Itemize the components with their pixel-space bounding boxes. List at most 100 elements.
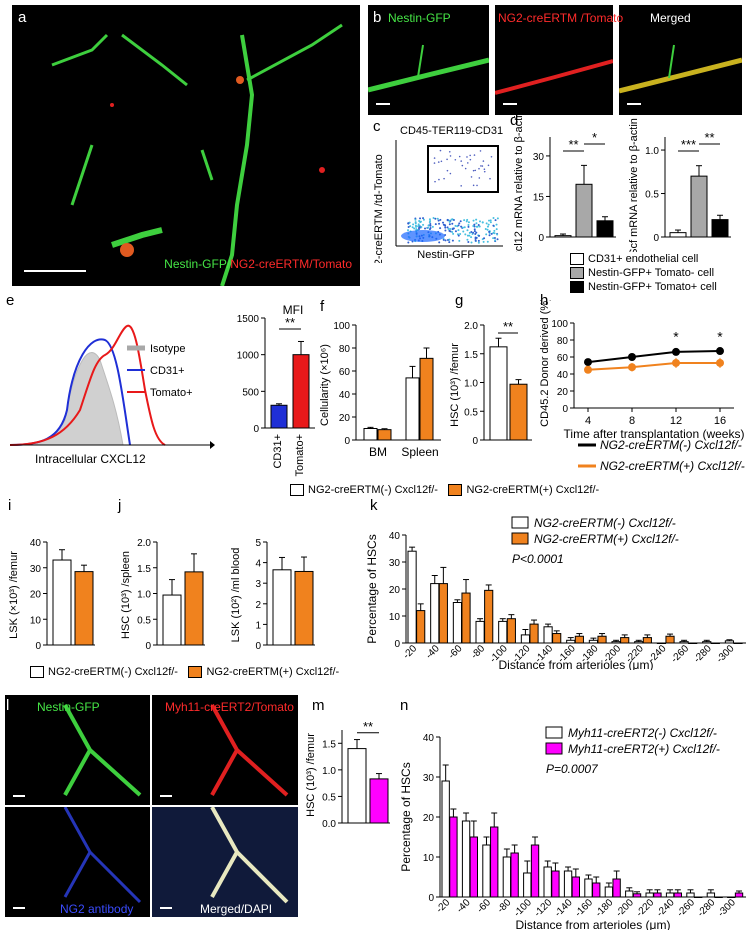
panel-m-bar [369, 778, 389, 824]
svg-n-bar [469, 836, 478, 898]
panel-c-ylabel: NG2-creERTM /td-Tomato [373, 154, 385, 263]
panel-c-dot [452, 232, 455, 235]
svg-j1-bar [162, 594, 182, 646]
svg-n-bar [461, 820, 471, 898]
panel-c-dot [482, 240, 485, 243]
svg-k-xtick: -80 [469, 643, 487, 661]
panel-f-ytick-label: 100 [333, 321, 350, 332]
panel-e-mfi-ytick-label: 1500 [237, 314, 260, 325]
panel-c-dot [470, 241, 473, 244]
svg-n-bar [694, 896, 703, 898]
svg-k-bar [620, 637, 630, 644]
panel-c-dot [444, 229, 447, 232]
panel-c-dot [473, 223, 476, 226]
panel-c-dot [468, 234, 471, 237]
panel-d-legend-3: Nestin-GFP+ Tomato+ cell [588, 281, 717, 293]
svg-n-xtick: -140 [553, 897, 575, 919]
panel-c-dot [451, 231, 454, 234]
svg-n-bar [734, 892, 744, 898]
panel-c-dot [446, 169, 449, 172]
panel-c-dot [428, 221, 431, 224]
panel-d1-ytick-label: 30 [533, 152, 545, 163]
panel-c-dot [451, 222, 454, 225]
panel-c-dot [473, 154, 476, 156]
svg-n-bar [584, 878, 593, 898]
panel-c-dot [472, 231, 475, 234]
panel-c-dot [439, 227, 442, 230]
panel-c-dot [492, 237, 495, 240]
panel-c-dot [449, 230, 452, 233]
svg-k-bar [588, 639, 598, 644]
panel-e-mfi-bar [292, 354, 310, 429]
svg-n-xtick: -280 [696, 897, 718, 919]
svg-k-bar [498, 620, 508, 644]
svg-k-legend-swatch [511, 532, 529, 545]
panel-h-point [672, 347, 680, 356]
svg-n-xtick: -260 [675, 897, 697, 919]
panel-c-dot [478, 220, 481, 223]
panel-c-dot [482, 160, 485, 162]
svg-k-bar [506, 618, 516, 644]
panel-fg-legend: NG2-creERTM(-) Cxcl12f/- NG2-creERTM(+) … [290, 480, 599, 498]
panel-f-ytick-label: 0 [344, 436, 350, 447]
panel-d2-ytick-label: 0.5 [645, 190, 659, 201]
panel-d1-bar [575, 183, 593, 238]
svg-i-bar [52, 559, 72, 646]
panel-ij-legend: NG2-creERTM(-) Cxcl12f/- NG2-creERTM(+) … [30, 662, 339, 680]
panel-c-dot [472, 219, 475, 222]
panel-c-dot [444, 239, 447, 242]
panel-h-ytick-label: 100 [551, 319, 568, 330]
panel-d1-ylabel: Cxcl12 mRNA relative to β-actin [513, 112, 525, 252]
panel-k-chart: Percentage of HSCs 0 10 20 30 40 -20 -40 -60 -80 -… [365, 516, 746, 670]
svg-i-bar [74, 571, 94, 646]
panel-b-title-3: Merged [650, 11, 691, 25]
panel-label-h: h [540, 292, 549, 309]
panel-d2-sig-label: *** [681, 137, 696, 152]
panel-c-dot [448, 241, 451, 244]
panel-e-mfi-chart: MFI 0 500 1000 1500 CD31+ Tomato+ ** [237, 303, 315, 477]
svg-k-bar [642, 637, 652, 644]
svg-i-ytick-label: 40 [30, 538, 42, 549]
panel-c-dot [448, 238, 451, 241]
panel-f-bar [377, 429, 392, 441]
svg-k-bar [438, 583, 448, 644]
panel-c-dot [495, 228, 498, 231]
panel-c-dot [467, 224, 470, 227]
panel-c-dot [473, 228, 476, 231]
svg-n-bar [612, 878, 621, 898]
panel-l-title-4: Merged/DAPI [200, 902, 273, 916]
panel-c-dot [437, 219, 440, 222]
panel-c-dot [438, 241, 441, 244]
svg-n-bar [551, 870, 560, 898]
svg-k-ytick-label: 40 [389, 531, 401, 542]
panel-d-legend: CD31+ endothelial cell Nestin-GFP+ Tomat… [570, 252, 717, 294]
svg-k-ytick-label: 20 [389, 585, 401, 596]
svg-k-bar [724, 640, 734, 644]
svg-j1-ytick-label: 0.5 [137, 615, 151, 626]
panel-c-dot [431, 225, 434, 228]
panel-c-dot [479, 150, 482, 152]
panel-c-dot [475, 222, 478, 225]
panel-a-caption: Nestin-GFP/NG2-creERTM/Tomato [164, 257, 352, 271]
panel-c-dot [454, 158, 457, 161]
panel-f-chart: Cellularity (×10⁶) 0 20 40 60 80 100 BM Spleen [319, 321, 441, 459]
panel-label-a: a [18, 9, 27, 26]
svg-k-ytick-label: 10 [389, 612, 401, 623]
panel-c-dot [443, 177, 445, 180]
panel-c-dot [409, 225, 412, 228]
legend-isotype: Isotype [150, 343, 185, 355]
panel-c-dot [463, 226, 466, 229]
svg-n-bar [714, 896, 723, 898]
svg-j1-ylabel: HSC (10³) /spleen [120, 551, 132, 639]
panel-c-dot [486, 228, 489, 231]
panel-c-dot [447, 227, 450, 230]
panel-e-mfi-sig-label: ** [285, 315, 295, 330]
panel-fg-legend-1: NG2-creERTM(-) Cxcl12f/- [308, 484, 438, 496]
panel-c-dot [492, 217, 495, 220]
svg-n-bar [604, 886, 614, 898]
panel-label-g: g [455, 292, 464, 309]
panel-e-xlabel: Intracellular CXCL12 [35, 452, 146, 466]
panel-d1-sig-label: ** [568, 137, 578, 152]
panel-c-dot [468, 231, 471, 234]
svg-k-bar [407, 550, 417, 644]
